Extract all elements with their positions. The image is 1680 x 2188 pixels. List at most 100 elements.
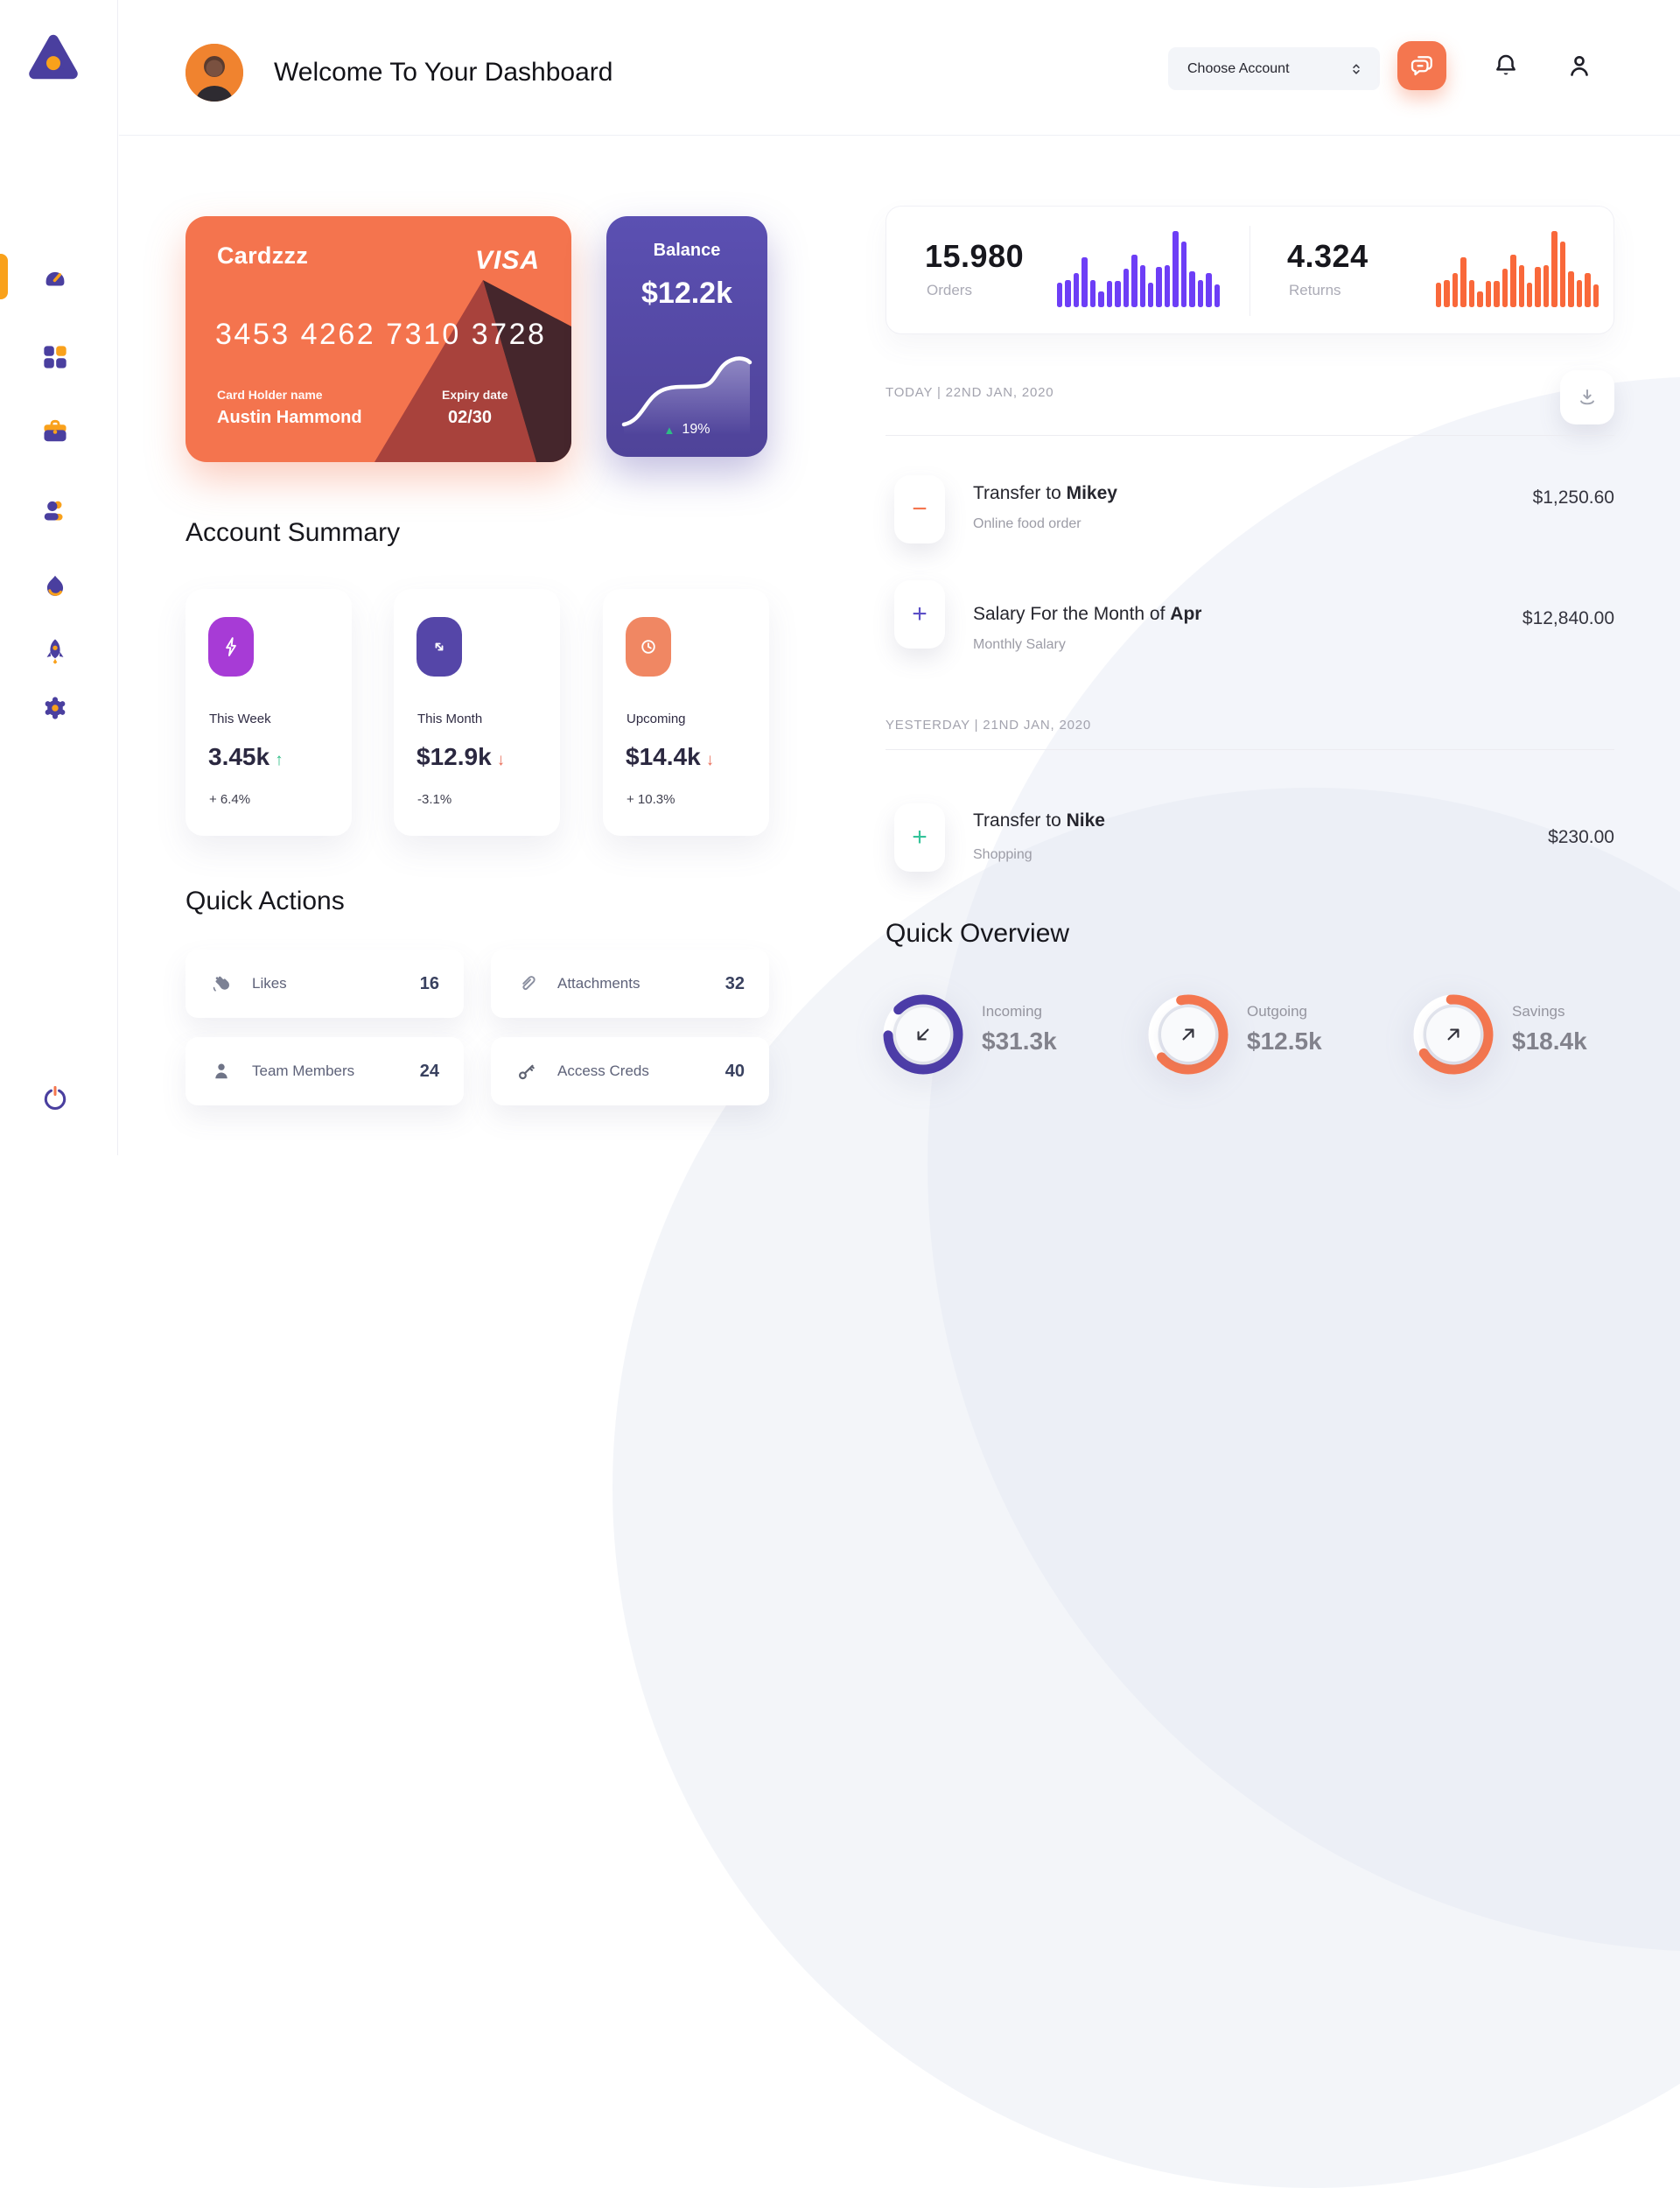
swap-arrows-icon-badge — [416, 617, 462, 677]
gear-icon — [45, 697, 66, 719]
quick-action-count: 32 — [724, 973, 745, 993]
balance-card: Balance $12.2k ▲ 19% — [606, 216, 767, 457]
sidebar-item-launch[interactable] — [41, 637, 69, 665]
chevron-up-down-icon — [1353, 63, 1360, 74]
download-button[interactable] — [1560, 370, 1614, 424]
header-divider — [119, 135, 1680, 136]
outgoing-ring — [1144, 991, 1232, 1078]
balance-trend-value: 19% — [682, 422, 710, 437]
profile-button[interactable] — [1566, 53, 1592, 79]
orders-returns-card: 15.980 Orders 4.324 Returns — [886, 206, 1614, 334]
user-avatar[interactable] — [186, 44, 243, 102]
active-nav-indicator — [0, 254, 8, 299]
card-expiry-label: Expiry date — [442, 388, 508, 402]
sidebar-item-briefcase[interactable] — [41, 417, 69, 445]
trend-up-icon: ↑ — [275, 751, 284, 769]
quick-action-count: 40 — [724, 1061, 745, 1081]
sidebar-item-settings[interactable] — [41, 694, 69, 722]
yesterday-date-label: YESTERDAY | 21ND JAN, 2020 — [886, 718, 1092, 733]
quick-action-label: Access Creds — [557, 1062, 649, 1079]
logout-button[interactable] — [41, 1084, 69, 1112]
clock-icon — [641, 640, 655, 654]
flame-icon — [46, 575, 64, 596]
balance-label: Balance — [653, 241, 721, 260]
transaction-plus-badge: + — [894, 580, 945, 649]
card-pyramid-graphic — [374, 280, 571, 462]
ring-chart — [1148, 994, 1228, 1075]
card-expiry: 02/30 — [448, 408, 493, 427]
summary-card-upcoming: Upcoming $14.4k ↓ + 10.3% — [603, 589, 769, 836]
grid-icon — [44, 346, 66, 368]
notifications-button[interactable] — [1493, 53, 1519, 79]
transaction-title[interactable]: Salary For the Month of Apr — [973, 604, 1202, 624]
quick-actions-title: Quick Actions — [186, 887, 345, 915]
sidebar-item-activity[interactable] — [41, 572, 69, 600]
person-outline-icon — [1571, 55, 1588, 76]
transaction-title[interactable]: Transfer to Nike — [973, 810, 1105, 831]
chat-bubbles-icon — [1410, 56, 1432, 76]
trend-down-icon: ↓ — [705, 751, 715, 769]
orders-bars-chart — [1057, 227, 1221, 307]
transaction-amount: $12,840.00 — [1522, 608, 1614, 628]
overview-value: $18.4k — [1512, 1027, 1587, 1055]
orders-label: Orders — [927, 282, 972, 298]
quick-action-team-members[interactable]: Team Members 24 — [186, 1037, 464, 1105]
card-holder-name: Austin Hammond — [217, 408, 362, 427]
quick-action-label: Attachments — [557, 975, 640, 992]
summary-label: This Week — [209, 712, 271, 726]
quick-action-attachments[interactable]: Attachments 32 — [491, 950, 769, 1018]
quick-action-label: Likes — [252, 975, 287, 992]
card-number: 3453 4262 7310 3728 — [215, 318, 547, 351]
transaction-amount: $230.00 — [1548, 827, 1614, 847]
today-date-label: TODAY | 22ND JAN, 2020 — [886, 385, 1054, 400]
quick-overview-title: Quick Overview — [886, 919, 1070, 948]
account-summary-title: Account Summary — [186, 518, 401, 547]
summary-value: $12.9k ↓ — [416, 743, 506, 770]
account-select[interactable]: Choose Account — [1168, 47, 1380, 90]
transaction-subtitle: Shopping — [973, 847, 1032, 862]
orders-value: 15.980 — [925, 238, 1025, 274]
quick-action-count: 24 — [419, 1061, 439, 1081]
transaction-subtitle: Online food order — [973, 516, 1082, 531]
summary-label: Upcoming — [626, 712, 686, 726]
summary-delta: + 10.3% — [626, 792, 676, 807]
summary-delta: -3.1% — [417, 792, 452, 807]
ring-chart — [883, 994, 963, 1075]
app-logo[interactable] — [26, 30, 80, 84]
plus-icon: + — [912, 600, 928, 628]
quick-action-access-creds[interactable]: Access Creds 40 — [491, 1037, 769, 1105]
summary-card-this-month: This Month $12.9k ↓ -3.1% — [394, 589, 560, 836]
transaction-plus-badge: + — [894, 803, 945, 872]
card-holder-label: Card Holder name — [217, 388, 323, 402]
summary-card-this-week: This Week 3.45k ↑ + 6.4% — [186, 589, 352, 836]
summary-label: This Month — [417, 712, 483, 726]
returns-value: 4.324 — [1287, 238, 1368, 274]
sidebar-item-profile[interactable] — [41, 496, 69, 524]
transaction-title[interactable]: Transfer to Mikey — [973, 483, 1117, 503]
quick-action-label: Team Members — [252, 1062, 355, 1079]
divider — [886, 749, 1614, 750]
savings-ring — [1410, 991, 1497, 1078]
power-icon — [44, 1085, 66, 1111]
messages-button[interactable] — [1397, 41, 1446, 90]
transaction-subtitle: Monthly Salary — [973, 637, 1066, 652]
balance-trend: ▲ 19% — [606, 422, 767, 438]
person-icon — [215, 1063, 228, 1079]
quick-action-likes[interactable]: Likes 16 — [186, 950, 464, 1018]
returns-label: Returns — [1289, 282, 1341, 298]
users-icon — [44, 501, 63, 521]
sidebar-item-dashboard[interactable] — [41, 263, 69, 291]
sidebar-item-apps[interactable] — [41, 343, 69, 371]
page-title: Welcome To Your Dashboard — [274, 58, 613, 87]
triangle-logo-icon — [29, 34, 78, 80]
paperclip-icon — [522, 976, 536, 991]
overview-value: $31.3k — [982, 1027, 1057, 1055]
download-icon — [1580, 389, 1594, 405]
minus-icon: − — [912, 494, 928, 523]
balance-value: $12.2k — [641, 277, 732, 310]
card-name: Cardzzz — [217, 242, 309, 269]
lightning-icon-badge — [208, 617, 254, 677]
gauge-icon — [46, 271, 65, 286]
briefcase-icon — [44, 419, 66, 442]
returns-bars-chart — [1436, 227, 1600, 307]
